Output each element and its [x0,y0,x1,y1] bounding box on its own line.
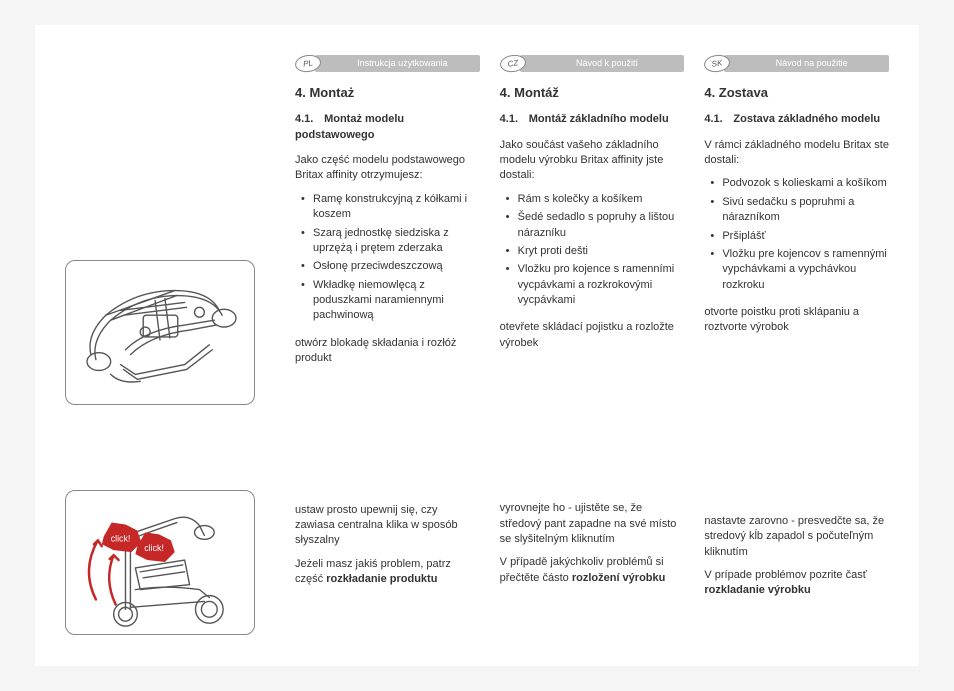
list-item: Szarą jednostkę siedziska z uprzężą i pr… [301,226,480,257]
step-text: nastavte zarovno - presvedčte sa, že str… [704,514,889,560]
step-text-bold: rozložení výrobku [572,572,666,584]
figure-unfold-lock [65,260,255,405]
item-list: Rám s kolečky a košíkem Šedé sedadlo s po… [500,192,685,309]
step-text: ustaw prosto upewnij się, czy zawiasa ce… [295,503,480,549]
list-item: Wkładkę niemowlęcą z poduszkami naramien… [301,278,480,324]
section-title: 4. Zostava [704,84,889,102]
language-tab: CZNávod k použití [500,55,685,72]
illustration-column: click! click! [65,55,295,636]
manual-page: click! click! PLInstrukcja użytkowania 4.… [35,25,919,666]
subsection-title: 4.1. Montaż modelu podstawowego [295,112,480,143]
subsection-title: 4.1. Montáž základního modelu [500,112,685,127]
step-text: Jeżeli masz jakiś problem, patrz część r… [295,557,480,588]
subsection-title: 4.1. Zostava základného modelu [704,112,889,127]
list-item: Vložku pro kojence s ramenními vycpávkam… [506,262,685,308]
subsection-text: Zostava základného modelu [733,113,880,125]
subsection-text: Montáž základního modelu [529,113,669,125]
list-item: Podvozok s kolieskami a košíkom [710,176,889,191]
item-list: Podvozok s kolieskami a košíkom Sivú seda… [704,176,889,293]
section-title: 4. Montáž [500,84,685,102]
subsection-number: 4.1. [295,112,321,127]
subsection-number: 4.1. [704,112,730,127]
language-column-cz: CZNávod k použití 4. Montáž 4.1. Montáž zá… [500,55,685,636]
click-label-1: click! [111,533,131,543]
intro-text: V rámci základného modelu Britax ste dos… [704,138,889,169]
item-list: Ramę konstrukcyjną z kółkami i koszemSza… [295,192,480,324]
step-text-bold: rozkładanie produktu [326,573,437,585]
step-text-prefix: V prípade problémov pozrite časť [704,569,867,581]
list-item: Rám s kolečky a košíkem [506,192,685,207]
intro-text: Jako część modelu podstawowego Britax af… [295,153,480,184]
click-label-2: click! [144,543,164,553]
language-column-sk: SKNávod na použitie 4. Zostava 4.1. Zostav… [704,55,889,636]
list-item: Vložku pre kojencov s ramennými vypchávk… [710,247,889,293]
language-tab: SKNávod na použitie [704,55,889,72]
text-columns: PLInstrukcja użytkowania 4. Montaż 4.1. Mo… [295,55,889,636]
step-text: otvorte poistku proti sklápaniu a roztvo… [704,305,889,336]
intro-text: Jako součást vašeho základního modelu vý… [500,138,685,184]
step-text: vyrovnejte ho - ujistěte se, že středový… [500,501,685,547]
list-item: Šedé sedadlo s popruhy a lištou nárazník… [506,210,685,241]
step-text: V prípade problémov pozrite časť rozklad… [704,568,889,599]
language-label: Návod na použitie [724,55,889,72]
step-text: otevřete skládací pojistku a rozložte vý… [500,320,685,351]
language-label: Instrukcja użytkowania [315,55,480,72]
list-item: Osłonę przeciwdeszczową [301,259,480,274]
step-text: otwórz blokadę składania i rozłóż produk… [295,336,480,367]
list-item: Sivú sedačku s popruhmi a nárazníkom [710,195,889,226]
language-tab: PLInstrukcja użytkowania [295,55,480,72]
subsection-number: 4.1. [500,112,526,127]
list-item: Pršiplášť [710,229,889,244]
step-text: V případě jakýchkoliv problémů si přečtě… [500,555,685,586]
step-text-bold: rozkladanie výrobku [704,584,810,596]
figure-upright-click: click! click! [65,490,255,635]
list-item: Kryt proti dešti [506,244,685,259]
list-item: Ramę konstrukcyjną z kółkami i koszem [301,192,480,223]
section-title: 4. Montaż [295,84,480,102]
language-label: Návod k použití [520,55,685,72]
language-column-pl: PLInstrukcja użytkowania 4. Montaż 4.1. Mo… [295,55,480,636]
